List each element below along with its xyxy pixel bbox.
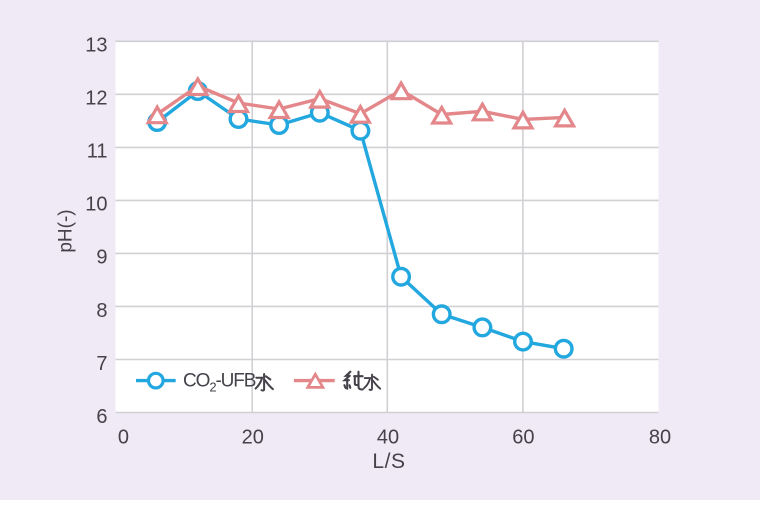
svg-text:20: 20 — [242, 426, 264, 448]
svg-text:CO2-UFB: CO2-UFB — [183, 370, 256, 394]
svg-text:pH(-): pH(-) — [56, 209, 77, 252]
svg-text:80: 80 — [649, 426, 671, 448]
svg-text:L/S: L/S — [372, 450, 405, 473]
svg-text:13: 13 — [85, 35, 107, 57]
svg-text:60: 60 — [512, 426, 534, 448]
svg-text:6: 6 — [96, 406, 107, 428]
svg-text:0: 0 — [118, 426, 129, 448]
svg-text:8: 8 — [96, 300, 107, 322]
svg-text:12: 12 — [85, 88, 107, 110]
svg-text:9: 9 — [96, 247, 107, 269]
svg-text:7: 7 — [96, 353, 107, 375]
svg-text:11: 11 — [87, 141, 108, 163]
svg-text:40: 40 — [377, 426, 399, 448]
svg-text:10: 10 — [85, 194, 107, 216]
